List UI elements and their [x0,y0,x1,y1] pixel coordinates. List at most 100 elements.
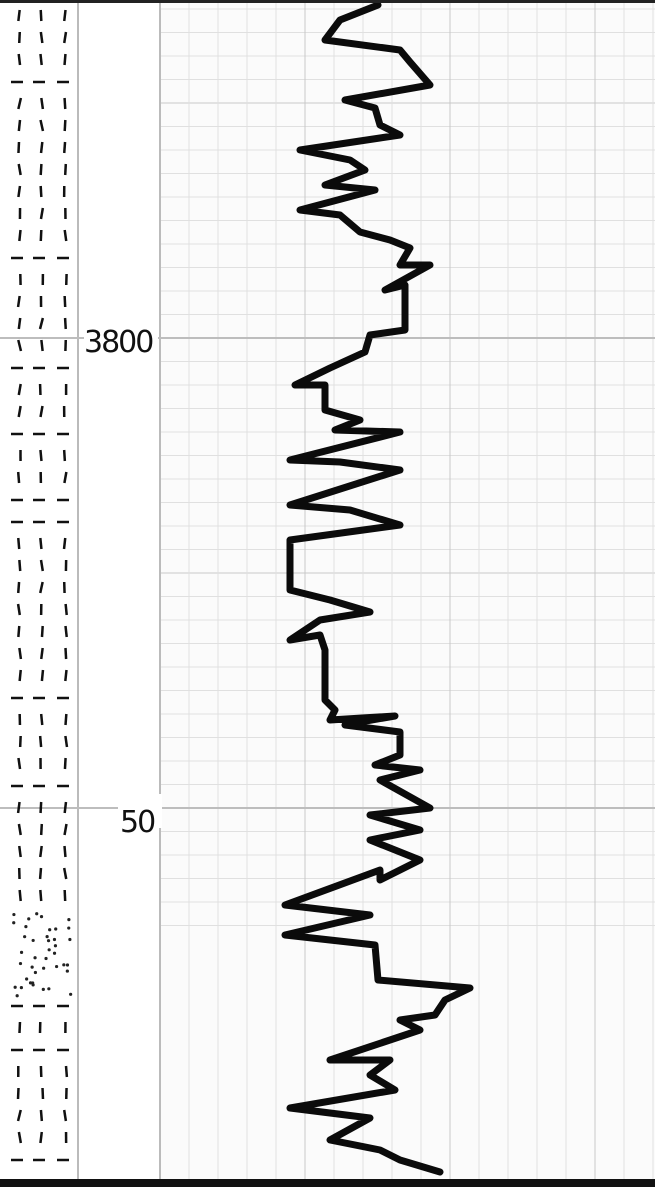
lithology-column [0,0,78,1180]
shale-dash [62,867,68,880]
sand-dot [24,925,28,929]
sand-dot [39,914,44,919]
shale-dash [18,647,23,660]
shale-dash [40,339,44,352]
shale-dash [39,119,45,132]
shale-dash [38,867,43,880]
lithology-symbols [11,9,73,1162]
depth-label: 50 [120,805,155,840]
shale-dash [39,801,43,814]
shale-dash [39,889,43,902]
sand-dot [65,963,70,967]
shale-dash [39,31,44,44]
depth-label: 3800 [84,325,153,360]
shale-dash [62,1109,68,1122]
shale-dash [39,207,45,220]
shale-dash [63,471,68,484]
shale-dash [39,1109,44,1122]
shale-dash [62,141,67,154]
shale-dash [63,97,67,110]
shale-dash [39,559,45,572]
shale-dash [17,185,22,198]
shale-dash [39,9,43,22]
shale-dash [39,163,43,176]
shale-dash [63,229,68,242]
sand-dot [19,950,24,955]
shale-dash [62,31,68,44]
gamma-curve [281,1,474,1176]
shale-dash [17,119,22,132]
shale-dash [63,757,67,770]
shale-dash [17,405,22,418]
sand-dot [12,912,16,917]
shale-dash [16,471,21,484]
sand-dot [31,938,35,943]
shale-dash [16,603,22,616]
sand-dot [67,926,71,930]
shale-dash [64,669,68,682]
label-backdrop [84,324,158,358]
shale-dash [18,889,22,902]
shale-dash [18,229,22,242]
shale-dash [64,647,68,660]
shale-dash [39,229,43,242]
sand-dot [65,969,69,973]
sand-dot [47,987,51,991]
sand-dot [23,935,27,939]
shale-dash [63,845,67,858]
shale-dash [17,537,21,550]
shale-dash [17,823,22,836]
shale-dash [62,537,67,550]
shale-dash [17,1131,23,1144]
sand-dot [54,927,58,931]
sand-dot [19,986,23,990]
shale-dash [63,119,67,132]
shale-dash [16,1109,22,1122]
sand-dot [27,917,31,921]
sand-dot [25,977,29,981]
shale-dash [17,757,22,770]
shale-dash [39,449,43,462]
shale-dash [16,801,21,814]
shale-dash [40,625,44,638]
shale-dash [63,889,67,902]
sand-dot [13,985,17,989]
shale-dash [17,31,22,44]
shale-dash [18,669,22,682]
shale-dash [40,669,45,682]
shale-dash [63,823,68,836]
shale-dash [64,625,68,638]
shale-dash [39,185,43,198]
shale-dash [39,141,44,154]
sand-dot [15,994,19,998]
label-backdrop [118,794,162,828]
sand-dot [35,912,39,916]
shale-dash [64,603,68,616]
sand-dot [52,937,57,942]
shale-dash [17,97,23,110]
sand-dot [53,944,58,948]
sand-dot [46,939,51,943]
shale-dash [17,163,22,176]
shale-dash [17,141,21,154]
shale-dash [40,647,44,660]
sand-dot [67,918,71,922]
depth-column [78,0,160,1180]
shale-dash [39,823,44,836]
shale-dash [39,845,43,858]
sand-dot [18,961,23,966]
shale-dash [38,735,43,748]
top-edge [0,0,655,3]
shale-dash [63,163,68,176]
shale-dash [39,581,44,594]
sand-dot [54,964,59,969]
shale-dash [17,53,22,66]
sand-dot [69,992,73,996]
sand-dot [12,921,16,925]
shale-dash [64,735,69,748]
sand-dot [28,981,33,985]
sand-dot [33,956,37,960]
shale-dash [63,295,67,308]
sand-dot [44,956,48,961]
shale-dash [64,1065,69,1078]
